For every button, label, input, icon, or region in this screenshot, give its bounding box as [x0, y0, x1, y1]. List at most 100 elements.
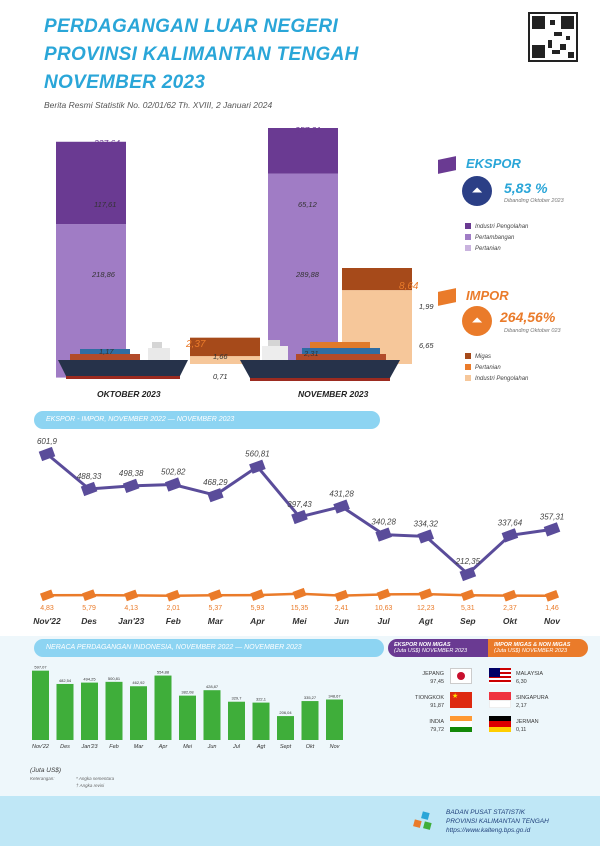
- bar-chart-title: NERACA PERDAGANGAN INDONESIA, NOVEMBER 2…: [34, 639, 384, 657]
- ekspor-point: [164, 477, 182, 492]
- nov-category-label: NOVEMBER 2023: [298, 389, 369, 399]
- impor-point: [376, 588, 391, 601]
- neraca-category-label: Okt: [306, 744, 315, 750]
- neraca-category-label: Agt: [256, 744, 266, 750]
- country-tiongkok: TIONGKOK 91,87: [414, 695, 444, 709]
- country-jepang: JEPANG 97,45: [422, 671, 444, 685]
- ekspor-note: Dibanding Oktober 2023: [504, 198, 564, 204]
- impor-country-header: IMPOR MIGAS & NON MIGAS (Juta US$) NOVEM…: [488, 639, 588, 657]
- ekspor-value-label: 340,28: [371, 518, 396, 527]
- neraca-value-label: 348,67: [328, 694, 341, 699]
- impor-value-label: 2,01: [166, 605, 180, 612]
- nov-impor-migas: 1,99: [419, 302, 434, 311]
- neraca-bar: [179, 695, 196, 740]
- neraca-category-label: Mar: [134, 744, 145, 750]
- china-flag-icon: ★: [450, 692, 472, 708]
- ekspor-value-label: 337,64: [498, 518, 523, 527]
- neraca-bar: [32, 670, 49, 740]
- impor-point: [124, 589, 139, 602]
- ekspor-value-label: 560,81: [245, 450, 269, 459]
- impor-legend-2: Pertanian: [465, 363, 501, 373]
- japan-flag-icon: [450, 668, 472, 684]
- ekspor-value-label: 601,9: [37, 437, 58, 446]
- neraca-value-label: 322,1: [256, 697, 267, 702]
- impor-point: [39, 589, 55, 602]
- oct-ekspor-tambang: 218,86: [92, 270, 115, 279]
- impor-up-icon: ⏶: [462, 306, 492, 336]
- ekspor-value-label: 502,82: [161, 468, 186, 477]
- malaysia-flag-icon: [489, 668, 511, 684]
- footer: [0, 796, 600, 846]
- ekspor-country-header: EKSPOR NON MIGAS (Juta US$) NOVEMBER 202…: [388, 639, 488, 657]
- nov-ekspor-industri: 65,12: [298, 200, 317, 209]
- impor-value-label: 4,13: [124, 605, 138, 612]
- ekspor-point: [417, 529, 435, 544]
- neraca-value-label: 554,88: [157, 670, 170, 675]
- nov-impor-total: 8,64: [399, 281, 419, 292]
- qr-code[interactable]: [528, 12, 578, 62]
- ekspor-legend-3: Pertanian: [465, 244, 501, 254]
- india-flag-icon: [450, 716, 472, 732]
- impor-bar-segment: [190, 356, 260, 364]
- footer-url[interactable]: https://www.kalteng.bps.go.id: [446, 827, 531, 834]
- impor-bar-segment: [342, 268, 412, 291]
- impor-point: [460, 589, 475, 602]
- month-tick-label: Nov'22: [33, 616, 61, 626]
- ekspor-legend-1: Industri Pengolahan: [465, 222, 528, 232]
- neraca-bar: [301, 701, 319, 740]
- nov-impor-industri: 6,65: [419, 341, 434, 350]
- ekspor-point: [459, 566, 477, 582]
- keterangan-label: Keterangan:: [30, 776, 55, 781]
- line-chart: 601,9 488,33 498,38 502,82 468,29 560,81 397,4…: [33, 437, 564, 626]
- oct-ekspor-industri: 117,61: [94, 200, 117, 209]
- neraca-bar-chart: 597,07 Nov'22 482,54 Des 494,25 Jan'23 500,81 F…: [32, 665, 343, 750]
- impor-legend-1: Migas: [465, 352, 491, 362]
- ekspor-bar-segment: [268, 128, 338, 174]
- cargo-ship-icon-right: [240, 340, 400, 381]
- impor-point: [82, 589, 97, 601]
- impor-point: [418, 588, 433, 600]
- oct-impor-total: 2,37: [186, 339, 206, 350]
- neraca-bar: [105, 681, 123, 740]
- impor-value-label: 12,23: [417, 605, 435, 612]
- ekspor-value-label: 431,28: [329, 490, 354, 499]
- neraca-value-label: 206,04: [279, 710, 292, 715]
- nov-ekspor-tani: 2,31: [304, 349, 319, 358]
- impor-point: [208, 589, 223, 602]
- neraca-value-label: 500,81: [108, 676, 121, 681]
- nov-ekspor-tambang: 289,88: [296, 270, 319, 279]
- ekspor-point: [501, 528, 519, 543]
- stacked-bars-chart: [56, 128, 412, 381]
- ekspor-value-label: 334,32: [414, 519, 439, 528]
- oct-ekspor-tani: 1,17: [99, 347, 114, 356]
- ekspor-value-label: 468,29: [203, 478, 228, 487]
- page-subtitle: Berita Resmi Statistik No. 02/01/62 Th. …: [44, 100, 273, 110]
- germany-flag-icon: [489, 716, 511, 732]
- ekspor-point: [249, 459, 266, 474]
- impor-legend-3: Industri Pengolahan: [465, 374, 528, 384]
- impor-point: [166, 589, 181, 602]
- month-tick-label: Mar: [208, 616, 224, 626]
- ekspor-point: [291, 509, 308, 525]
- impor-value-label: 1,46: [545, 605, 559, 612]
- month-tick-label: Des: [81, 616, 97, 626]
- page-title-line1: PERDAGANGAN LUAR NEGERI: [44, 16, 339, 37]
- ekspor-point: [375, 527, 392, 542]
- ekspor-value-label: 488,33: [77, 472, 102, 481]
- ekspor-bar-segment: [56, 141, 126, 225]
- neraca-value-label: 597,07: [34, 665, 47, 670]
- ekspor-value-label: 498,38: [119, 469, 144, 478]
- page-title-line3: NOVEMBER 2023: [44, 72, 206, 93]
- country-singapura: SINGAPURA 2,17: [516, 695, 549, 709]
- impor-title: IMPOR: [466, 288, 509, 303]
- neraca-bar: [154, 675, 172, 740]
- ekspor-point: [122, 478, 140, 493]
- neraca-bar: [81, 682, 98, 740]
- oct-category-label: OKTOBER 2023: [97, 389, 161, 399]
- neraca-bar: [277, 716, 294, 740]
- neraca-category-label: Nov'22: [32, 744, 49, 750]
- impor-box-icon: [438, 288, 456, 306]
- neraca-value-label: 482,54: [59, 678, 72, 683]
- note-revisi: † Angka revisi: [76, 783, 105, 788]
- neraca-category-label: Jun: [207, 744, 217, 750]
